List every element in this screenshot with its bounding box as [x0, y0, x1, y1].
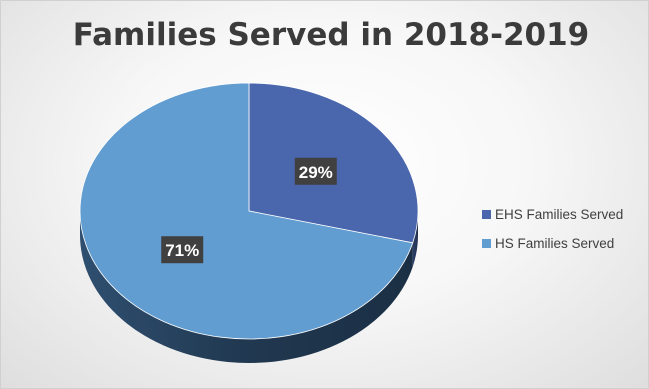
legend-item-ehs: EHS Families Served	[482, 200, 623, 229]
data-label-hs: 71%	[161, 236, 204, 264]
pie-side-ehs	[412, 211, 418, 267]
data-label-box-ehs	[294, 157, 337, 185]
pie-sides	[80, 211, 418, 363]
legend: EHS Families Served HS Families Served	[482, 200, 623, 258]
legend-item-hs: HS Families Served	[482, 229, 623, 258]
legend-label-hs: HS Families Served	[495, 236, 615, 251]
chart-title: Families Served in 2018-2019	[72, 17, 590, 53]
legend-label-ehs: EHS Families Served	[495, 207, 624, 222]
legend-swatch-hs	[482, 239, 491, 248]
data-label-text-ehs: 29%	[299, 163, 333, 182]
legend-swatch-ehs	[482, 210, 491, 219]
data-label-box-hs	[161, 236, 204, 264]
data-label-ehs: 29%	[294, 157, 337, 185]
pie-labels: 29% 71%	[161, 157, 337, 264]
pie-slice-hs	[79, 82, 414, 340]
pie-tops	[79, 82, 419, 340]
pie-side-hs	[80, 211, 413, 363]
data-label-text-hs: 71%	[165, 241, 199, 260]
